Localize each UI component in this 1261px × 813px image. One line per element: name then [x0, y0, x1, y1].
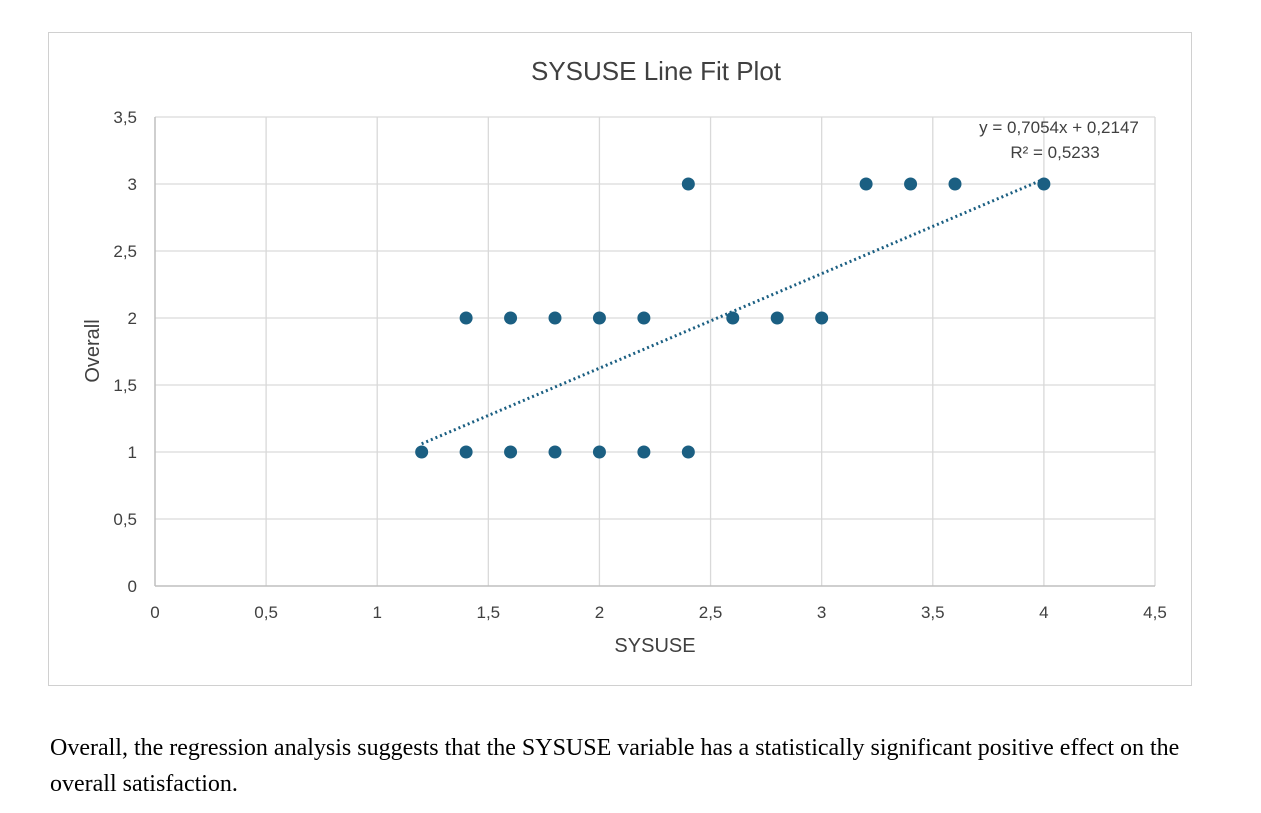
y-tick-label: 2,5	[113, 242, 137, 261]
data-point	[637, 445, 651, 459]
data-point	[504, 311, 518, 325]
data-point	[1037, 177, 1051, 191]
y-tick-label: 1	[128, 443, 137, 462]
tick-labels: 0 0,5 1 1,5 2 2,5 3 3,5 4 4,5 0 0,5 1 1,5 2 2,5 3 3,5	[113, 108, 1166, 622]
y-tick-label: 0,5	[113, 510, 137, 529]
data-point	[592, 311, 606, 325]
y-tick-label: 2	[128, 309, 137, 328]
data-point	[504, 445, 518, 459]
x-tick-label: 0,5	[254, 603, 278, 622]
x-tick-label: 4,5	[1143, 603, 1167, 622]
data-point	[548, 311, 562, 325]
axes	[154, 117, 1155, 587]
x-axis-title: SYSUSE	[614, 635, 695, 657]
data-point	[548, 445, 562, 459]
x-tick-label: 2,5	[699, 603, 723, 622]
x-tick-label: 3	[817, 603, 826, 622]
data-point	[459, 311, 473, 325]
chart-frame: SYSUSE Line Fit Plot 0 0,5 1 1,5 2 2,5 3 3,5 4 4,…	[48, 32, 1192, 686]
data-point	[770, 311, 784, 325]
trendline-r-squared: R² = 0,5233	[1010, 143, 1099, 162]
data-point	[726, 311, 740, 325]
data-point	[859, 177, 873, 191]
data-point	[681, 177, 695, 191]
x-tick-label: 2	[595, 603, 604, 622]
y-axis-title: Overall	[82, 319, 104, 382]
gridlines	[155, 116, 1156, 586]
data-point	[815, 311, 829, 325]
scatter-chart: SYSUSE Line Fit Plot 0 0,5 1 1,5 2 2,5 3 3,5 4 4,…	[82, 56, 1167, 657]
chart-title: SYSUSE Line Fit Plot	[531, 56, 782, 86]
data-points	[415, 177, 1051, 459]
y-tick-label: 0	[128, 577, 137, 596]
y-tick-label: 1,5	[113, 376, 137, 395]
data-point	[459, 445, 473, 459]
x-tick-label: 4	[1039, 603, 1048, 622]
data-point	[681, 445, 695, 459]
y-tick-label: 3,5	[113, 108, 137, 127]
x-tick-label: 1	[372, 603, 381, 622]
x-tick-label: 3,5	[921, 603, 945, 622]
trendline	[421, 177, 1045, 446]
trendline-equation: y = 0,7054x + 0,2147	[979, 118, 1139, 137]
data-point	[415, 445, 429, 459]
data-point	[948, 177, 962, 191]
y-tick-label: 3	[128, 175, 137, 194]
data-point	[637, 311, 651, 325]
data-point	[904, 177, 918, 191]
trendline-group	[421, 177, 1045, 446]
x-tick-label: 0	[150, 603, 159, 622]
caption-paragraph: Overall, the regression analysis suggest…	[50, 735, 1180, 797]
x-tick-label: 1,5	[477, 603, 501, 622]
data-point	[592, 445, 606, 459]
